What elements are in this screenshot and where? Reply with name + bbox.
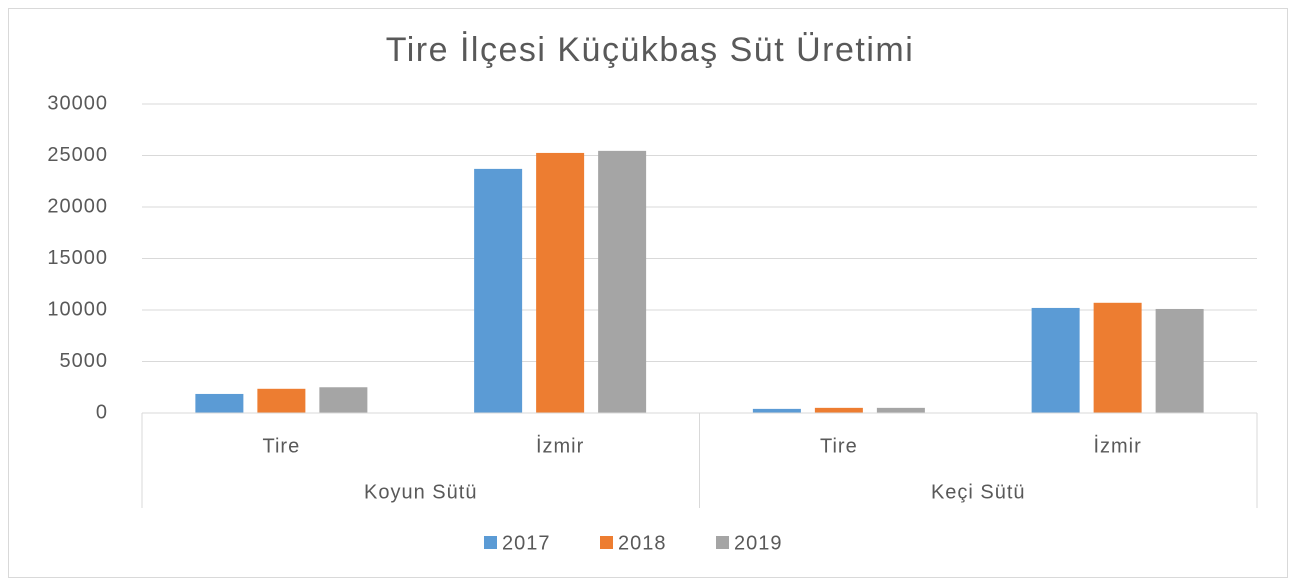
y-tick-label: 20000 xyxy=(47,195,108,217)
y-tick-label: 30000 xyxy=(47,92,108,114)
y-tick-label: 10000 xyxy=(47,298,108,320)
bar xyxy=(876,407,925,413)
y-tick-label: 15000 xyxy=(47,247,108,269)
legend-swatch xyxy=(600,536,613,549)
bar xyxy=(598,150,647,414)
legend-label: 2017 xyxy=(502,532,551,554)
legend-swatch xyxy=(484,536,497,549)
bar xyxy=(319,387,368,413)
x-tick-label: Tire xyxy=(820,435,858,457)
bar xyxy=(1155,308,1204,413)
bar xyxy=(257,388,306,413)
legend-label: 2019 xyxy=(734,532,783,554)
y-tick-label: 5000 xyxy=(60,350,109,372)
y-tick-label: 0 xyxy=(96,401,108,423)
y-tick-label: 25000 xyxy=(47,144,108,166)
bar xyxy=(814,407,863,413)
bar xyxy=(195,393,244,413)
legend-swatch xyxy=(716,536,729,549)
x-tick-label: İzmir xyxy=(536,434,584,457)
bar xyxy=(752,408,801,413)
bar xyxy=(1093,302,1142,413)
legend-label: 2018 xyxy=(618,532,667,554)
bar xyxy=(1031,307,1080,413)
chart-title: Tire İlçesi Küçükbaş Süt Üretimi xyxy=(386,31,915,69)
group-label: Koyun Sütü xyxy=(364,481,477,503)
bar xyxy=(536,152,585,414)
x-tick-label: İzmir xyxy=(1093,434,1141,457)
chart-border xyxy=(8,8,1288,578)
bar xyxy=(474,168,523,413)
x-tick-label: Tire xyxy=(263,435,301,457)
group-label: Keçi Sütü xyxy=(931,481,1026,503)
